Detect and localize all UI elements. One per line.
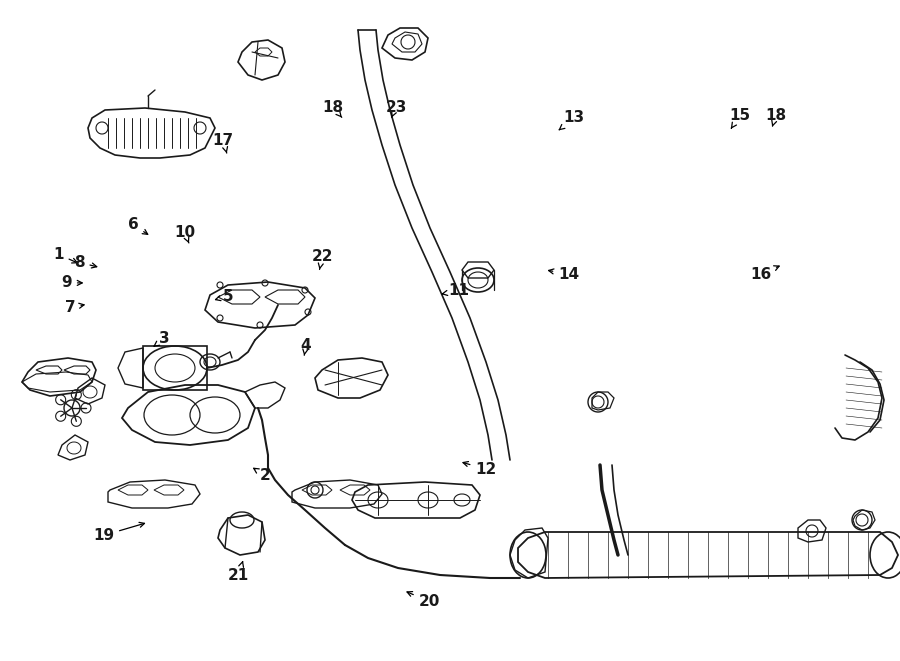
Text: 17: 17: [212, 133, 234, 153]
Text: 18: 18: [765, 108, 787, 126]
Text: 12: 12: [463, 461, 497, 477]
Text: 7: 7: [65, 300, 84, 315]
Text: 19: 19: [93, 522, 145, 543]
Text: 4: 4: [301, 338, 311, 356]
Text: 1: 1: [53, 247, 77, 263]
Text: 9: 9: [61, 276, 82, 290]
Text: 23: 23: [385, 100, 407, 118]
Text: 2: 2: [254, 468, 271, 483]
Text: 20: 20: [407, 592, 440, 609]
Text: 8: 8: [74, 255, 96, 270]
Text: 6: 6: [128, 217, 148, 235]
Text: 13: 13: [559, 110, 585, 130]
Text: 21: 21: [228, 562, 249, 582]
Text: 11: 11: [442, 284, 470, 298]
Text: 14: 14: [549, 267, 580, 282]
Text: 18: 18: [322, 100, 344, 118]
Text: 22: 22: [311, 249, 333, 270]
Text: 15: 15: [729, 108, 751, 128]
Text: 3: 3: [154, 331, 170, 346]
Text: 16: 16: [750, 266, 779, 282]
Text: 5: 5: [215, 289, 233, 303]
Text: 10: 10: [174, 225, 195, 243]
